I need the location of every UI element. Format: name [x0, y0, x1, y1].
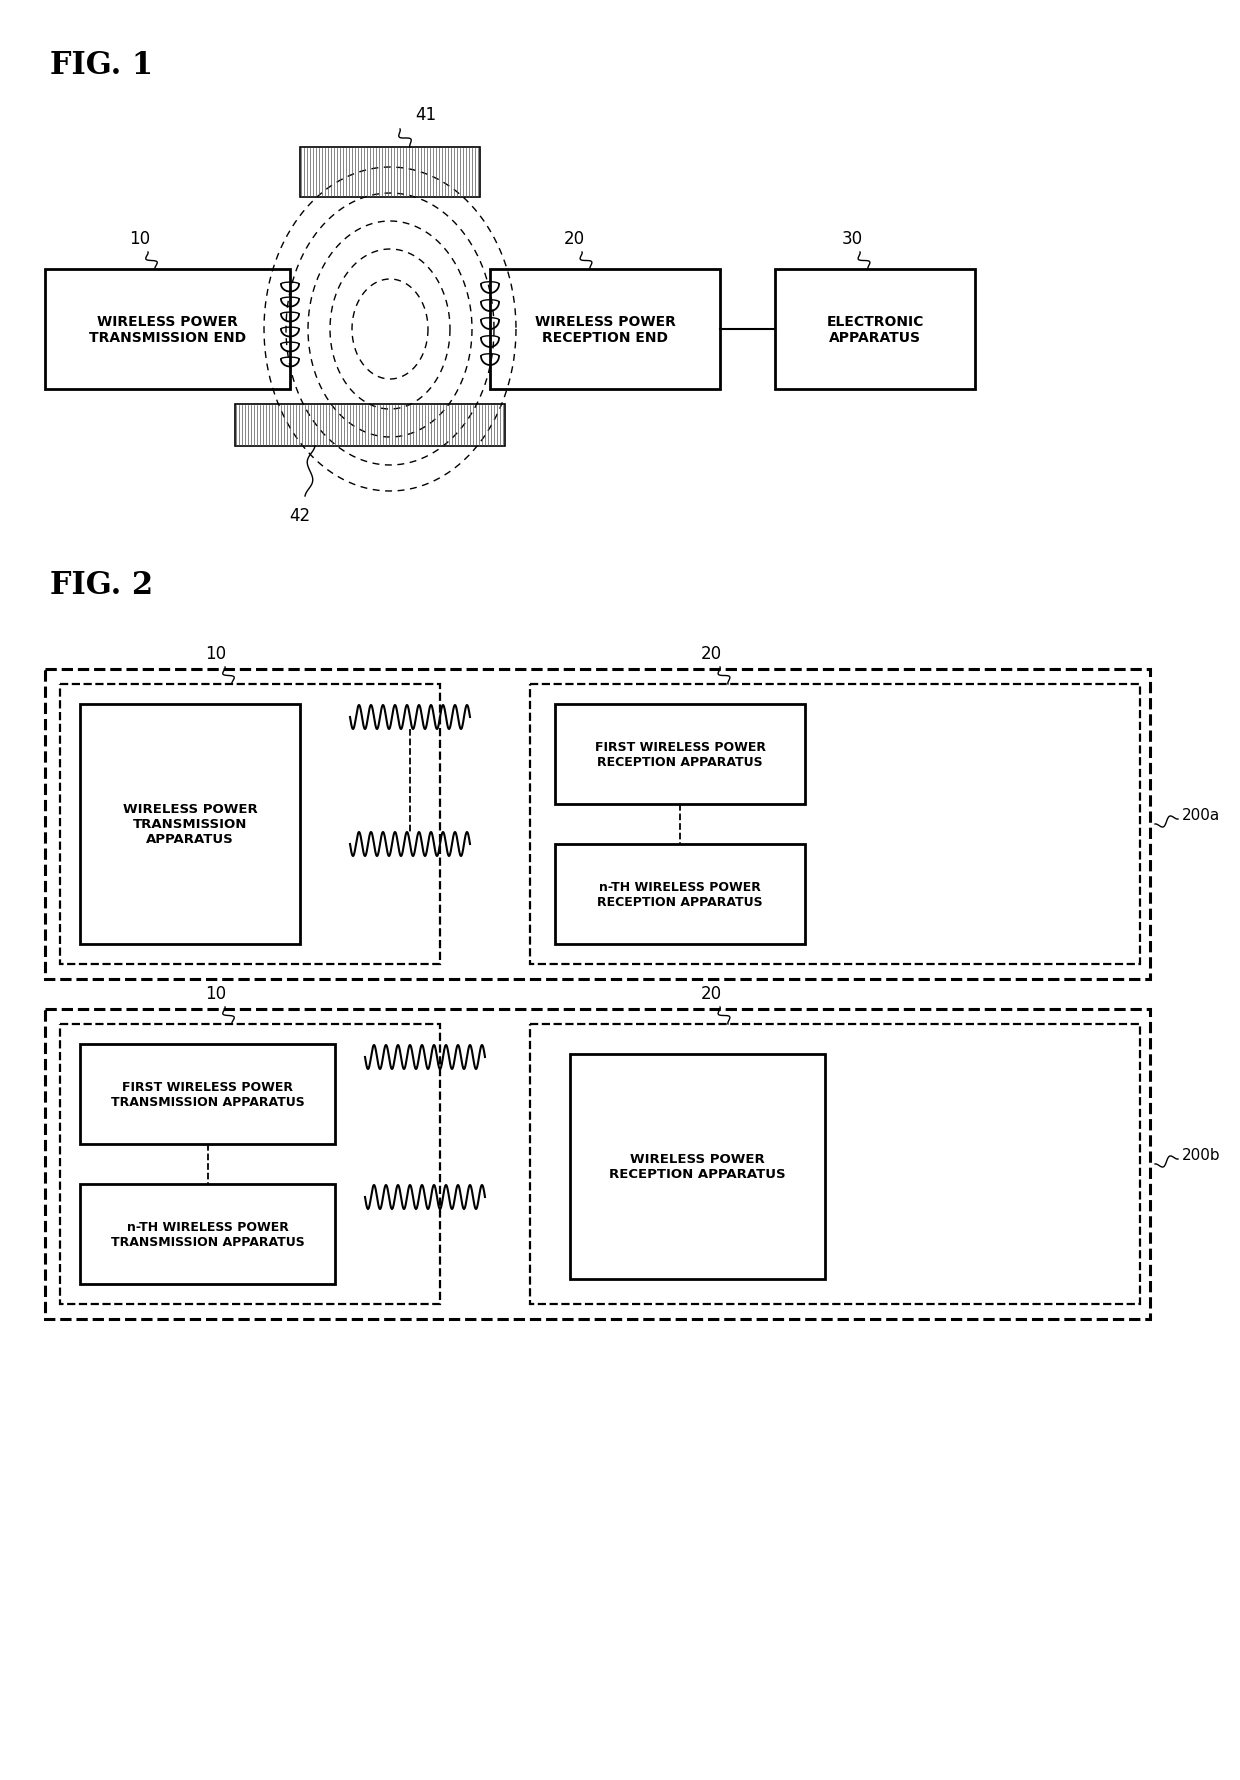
Text: ELECTRONIC
APPARATUS: ELECTRONIC APPARATUS	[826, 315, 924, 345]
Polygon shape	[81, 1045, 335, 1145]
Text: WIRELESS POWER
TRANSMISSION END: WIRELESS POWER TRANSMISSION END	[89, 315, 246, 345]
Text: 42: 42	[289, 507, 310, 525]
Polygon shape	[775, 271, 975, 390]
Polygon shape	[45, 271, 290, 390]
Text: 200b: 200b	[1182, 1148, 1220, 1162]
Text: FIRST WIRELESS POWER
TRANSMISSION APPARATUS: FIRST WIRELESS POWER TRANSMISSION APPARA…	[110, 1080, 304, 1109]
Polygon shape	[60, 685, 440, 965]
Text: 10: 10	[129, 230, 150, 247]
Text: 30: 30	[842, 230, 863, 247]
Text: 200a: 200a	[1182, 808, 1220, 822]
Text: 10: 10	[206, 644, 227, 662]
Text: 20: 20	[563, 230, 584, 247]
Text: n-TH WIRELESS POWER
TRANSMISSION APPARATUS: n-TH WIRELESS POWER TRANSMISSION APPARAT…	[110, 1221, 304, 1248]
Text: 20: 20	[701, 644, 722, 662]
Polygon shape	[236, 404, 505, 447]
Text: n-TH WIRELESS POWER
RECEPTION APPARATUS: n-TH WIRELESS POWER RECEPTION APPARATUS	[598, 881, 763, 908]
Polygon shape	[570, 1054, 825, 1280]
Text: WIRELESS POWER
RECEPTION END: WIRELESS POWER RECEPTION END	[534, 315, 676, 345]
Polygon shape	[556, 705, 805, 805]
Text: 41: 41	[415, 107, 436, 125]
Polygon shape	[60, 1025, 440, 1305]
Polygon shape	[81, 705, 300, 945]
Polygon shape	[300, 148, 480, 198]
Text: FIG. 1: FIG. 1	[50, 50, 153, 80]
Polygon shape	[45, 1009, 1149, 1319]
Polygon shape	[490, 271, 720, 390]
Text: FIRST WIRELESS POWER
RECEPTION APPARATUS: FIRST WIRELESS POWER RECEPTION APPARATUS	[594, 740, 765, 769]
Text: WIRELESS POWER
RECEPTION APPARATUS: WIRELESS POWER RECEPTION APPARATUS	[609, 1153, 786, 1180]
Polygon shape	[81, 1184, 335, 1285]
Text: FIG. 2: FIG. 2	[50, 570, 153, 600]
Polygon shape	[529, 685, 1140, 965]
Text: WIRELESS POWER
TRANSMISSION
APPARATUS: WIRELESS POWER TRANSMISSION APPARATUS	[123, 803, 258, 845]
Polygon shape	[45, 669, 1149, 979]
Text: 10: 10	[206, 984, 227, 1002]
Text: 20: 20	[701, 984, 722, 1002]
Polygon shape	[529, 1025, 1140, 1305]
Polygon shape	[556, 844, 805, 945]
